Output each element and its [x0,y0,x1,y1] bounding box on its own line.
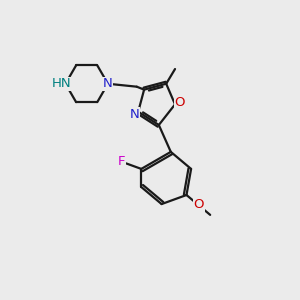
Text: N: N [130,108,140,121]
Text: F: F [118,155,125,168]
Text: O: O [194,198,204,211]
Text: O: O [174,96,185,110]
Text: N: N [103,77,113,90]
Text: HN: HN [52,77,72,90]
